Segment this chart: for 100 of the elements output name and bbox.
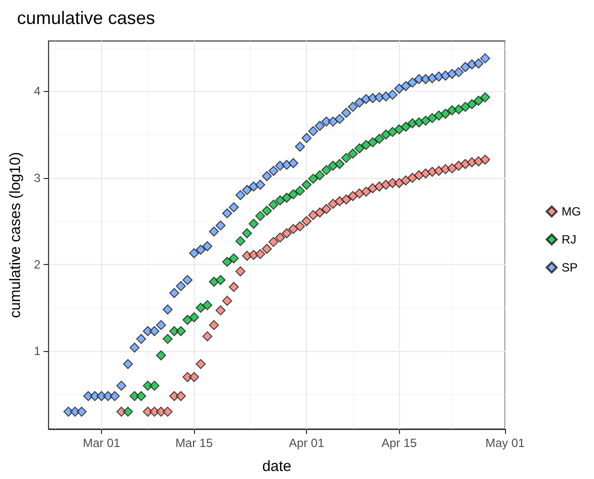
point [196, 359, 206, 370]
point [176, 391, 186, 402]
point [388, 126, 398, 137]
legend-label: SP [562, 260, 578, 274]
point [156, 406, 166, 417]
point [262, 244, 272, 254]
point [314, 207, 325, 218]
point [288, 189, 298, 200]
point [228, 282, 239, 292]
point [136, 391, 146, 402]
point [420, 168, 431, 179]
x-tick-label: Apr 15 [381, 436, 418, 450]
point [354, 143, 364, 154]
point [348, 148, 358, 159]
point [162, 334, 173, 344]
point [216, 275, 226, 286]
point [380, 130, 391, 140]
point [294, 186, 305, 196]
point [348, 191, 358, 202]
point [314, 170, 325, 180]
point [466, 157, 477, 168]
y-tick-label: 1 [34, 344, 41, 358]
point [122, 406, 133, 417]
point [268, 236, 278, 247]
point [182, 314, 192, 325]
y-tick-label: 4 [34, 84, 41, 98]
point [228, 253, 239, 264]
point [222, 256, 232, 267]
legend-label: MG [562, 204, 582, 218]
point [474, 96, 484, 106]
point [394, 124, 404, 134]
point [341, 194, 352, 204]
point [302, 216, 312, 226]
point [354, 188, 364, 198]
point [361, 186, 372, 197]
point [275, 195, 286, 206]
point [440, 108, 450, 119]
y-tick-label: 3 [34, 170, 41, 185]
point [380, 180, 391, 190]
point [262, 206, 272, 216]
point [255, 210, 266, 221]
chart-title: cumulative cases [17, 8, 156, 28]
point [407, 172, 418, 183]
y-tick-label: 2 [34, 257, 41, 272]
point [149, 380, 160, 391]
point [414, 117, 424, 128]
point [434, 110, 444, 120]
point [189, 312, 200, 322]
point [374, 134, 384, 144]
point [361, 140, 372, 150]
point [447, 105, 458, 116]
point [196, 302, 206, 313]
point [400, 175, 411, 186]
point [334, 196, 345, 206]
point [189, 372, 200, 382]
x-tick-label: May 01 [485, 436, 525, 450]
point [282, 192, 292, 203]
point [176, 326, 186, 336]
point [460, 102, 470, 112]
point [420, 116, 431, 126]
point [302, 180, 312, 190]
point [454, 104, 464, 114]
point [308, 174, 318, 184]
point [162, 406, 173, 417]
point [368, 137, 378, 148]
point [288, 224, 298, 234]
point [447, 163, 458, 174]
point [407, 118, 418, 128]
point [480, 92, 490, 102]
point [321, 204, 332, 214]
point [474, 156, 484, 166]
point [341, 152, 352, 163]
y-axis-title: cumulative cases (log10) [7, 152, 24, 318]
point [268, 200, 278, 210]
x-tick-label: Apr 01 [288, 436, 325, 450]
point [480, 154, 490, 165]
point [275, 232, 286, 243]
point [156, 350, 166, 360]
point [334, 158, 345, 169]
point [202, 331, 212, 342]
point [235, 236, 246, 246]
point [255, 249, 266, 260]
point [294, 221, 305, 232]
point [427, 166, 438, 177]
point [282, 228, 292, 238]
point [222, 296, 232, 306]
point [368, 183, 378, 194]
x-axis-title: date [262, 458, 292, 475]
point [235, 266, 246, 276]
point [308, 210, 318, 220]
point [208, 320, 219, 330]
point [400, 122, 411, 132]
point [248, 218, 259, 229]
point [242, 228, 252, 238]
point [454, 160, 464, 171]
point [216, 305, 226, 316]
point [321, 165, 332, 176]
point [130, 391, 140, 402]
point [328, 198, 338, 209]
point [202, 300, 212, 310]
